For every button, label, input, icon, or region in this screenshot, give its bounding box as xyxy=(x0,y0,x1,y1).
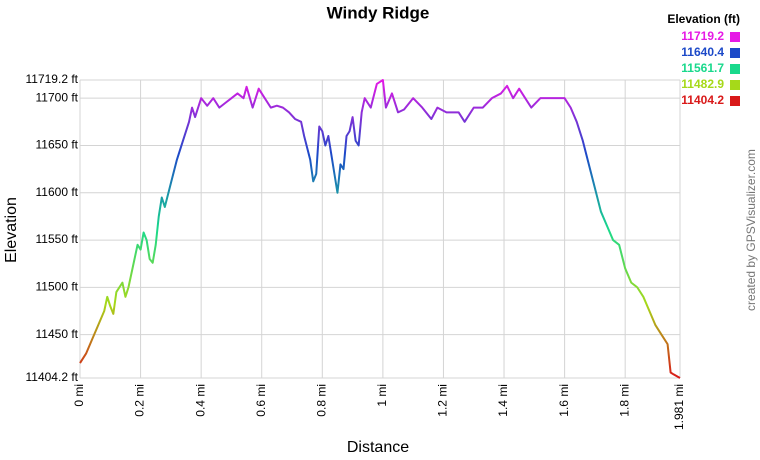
y-tick-label: 11700 ft xyxy=(36,90,79,104)
y-tick-label: 11719.2 ft xyxy=(26,72,79,86)
y-axis-label: Elevation xyxy=(3,197,20,263)
x-tick-label: 1 mi xyxy=(375,384,389,407)
legend-swatch xyxy=(730,32,740,42)
elevation-line xyxy=(79,79,681,379)
y-tick-label: 11450 ft xyxy=(36,327,79,341)
legend-swatch xyxy=(730,48,740,58)
x-tick-label: 0.4 mi xyxy=(193,384,207,417)
y-tick-label: 11550 ft xyxy=(36,232,79,246)
x-tick-label: 1.8 mi xyxy=(617,384,631,417)
y-tick-label: 11650 ft xyxy=(36,138,79,152)
x-axis-label: Distance xyxy=(347,439,409,456)
legend-label: 11561.7 xyxy=(681,61,724,75)
x-tick-label: 0.6 mi xyxy=(254,384,268,417)
x-tick-label: 0 mi xyxy=(72,384,86,407)
legend-swatch xyxy=(730,96,740,106)
x-tick-label: 1.4 mi xyxy=(496,384,510,417)
x-tick-label: 0.2 mi xyxy=(133,384,147,417)
x-tick-label: 1.2 mi xyxy=(436,384,450,417)
y-tick-label: 11500 ft xyxy=(36,280,79,294)
legend-swatch xyxy=(730,64,740,74)
chart-title: Windy Ridge xyxy=(327,3,430,22)
legend-swatch xyxy=(730,80,740,90)
legend-title: Elevation (ft) xyxy=(667,12,740,26)
legend-label: 11404.2 xyxy=(681,93,724,107)
x-tick-label: 1.981 mi xyxy=(672,384,686,430)
credit: created by GPSVisualizer.com xyxy=(744,149,758,311)
x-tick-label: 1.6 mi xyxy=(557,384,571,417)
y-tick-label: 11404.2 ft xyxy=(26,370,79,384)
x-tick-label: 0.8 mi xyxy=(314,384,328,417)
legend-label: 11719.2 xyxy=(681,29,724,43)
y-tick-label: 11600 ft xyxy=(36,185,79,199)
legend-label: 11640.4 xyxy=(681,45,724,59)
legend-label: 11482.9 xyxy=(681,77,724,91)
